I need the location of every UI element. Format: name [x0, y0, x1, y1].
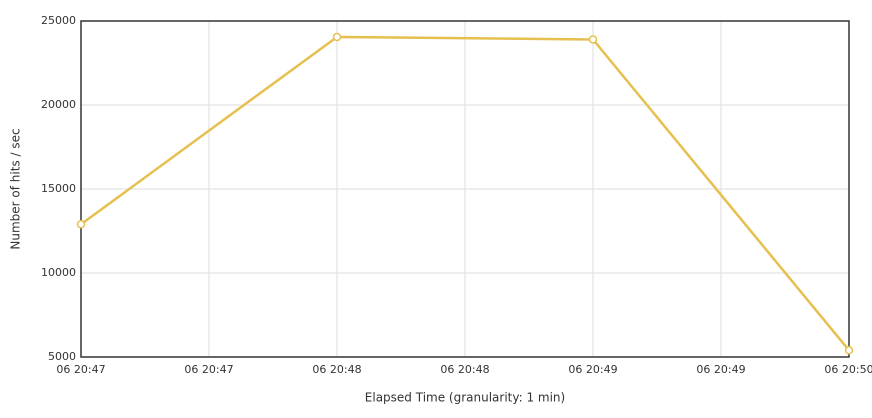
- data-point: [844, 346, 854, 355]
- plot-frame: [80, 20, 850, 358]
- y-tick-label: 25000: [41, 14, 76, 27]
- x-tick-label: 06 20:48: [440, 363, 489, 376]
- y-axis-title: Number of hits / sec: [9, 128, 23, 249]
- x-axis-title: Elapsed Time (granularity: 1 min): [365, 391, 565, 405]
- y-tick-label: 5000: [48, 350, 76, 363]
- x-tick-label: 06 20:49: [568, 363, 617, 376]
- y-tick-label: 10000: [41, 266, 76, 279]
- data-point: [588, 35, 598, 44]
- x-tick-label: 06 20:47: [56, 363, 105, 376]
- x-tick-label: 06 20:49: [696, 363, 745, 376]
- x-tick-label: 06 20:47: [184, 363, 233, 376]
- x-tick-label: 06 20:50: [824, 363, 872, 376]
- y-tick-label: 20000: [41, 98, 76, 111]
- x-tick-label: 06 20:48: [312, 363, 361, 376]
- data-point: [76, 220, 86, 229]
- data-point: [332, 32, 342, 42]
- data-line: [80, 35, 850, 352]
- y-tick-label: 15000: [41, 182, 76, 195]
